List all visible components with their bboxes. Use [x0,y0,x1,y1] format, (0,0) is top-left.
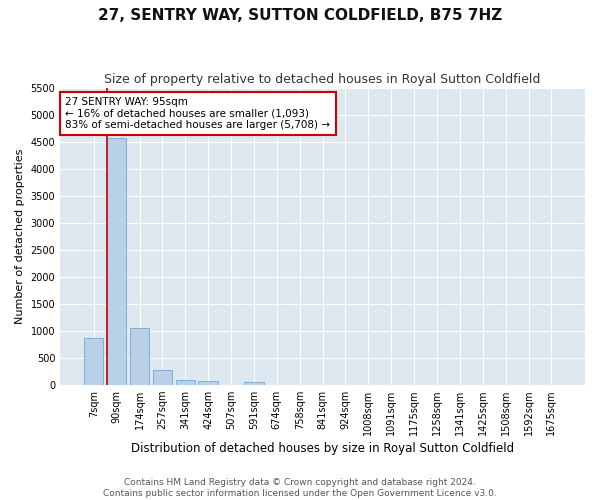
Bar [176,380,195,384]
Text: 27, SENTRY WAY, SUTTON COLDFIELD, B75 7HZ: 27, SENTRY WAY, SUTTON COLDFIELD, B75 7H… [98,8,502,22]
Text: 27 SENTRY WAY: 95sqm
← 16% of detached houses are smaller (1,093)
83% of semi-de: 27 SENTRY WAY: 95sqm ← 16% of detached h… [65,97,331,130]
Bar [107,138,127,384]
Bar [84,338,103,384]
Bar [152,370,172,384]
Bar [199,381,218,384]
Y-axis label: Number of detached properties: Number of detached properties [15,148,25,324]
X-axis label: Distribution of detached houses by size in Royal Sutton Coldfield: Distribution of detached houses by size … [131,442,514,455]
Bar [244,382,263,384]
Title: Size of property relative to detached houses in Royal Sutton Coldfield: Size of property relative to detached ho… [104,72,541,86]
Bar [130,328,149,384]
Text: Contains HM Land Registry data © Crown copyright and database right 2024.
Contai: Contains HM Land Registry data © Crown c… [103,478,497,498]
